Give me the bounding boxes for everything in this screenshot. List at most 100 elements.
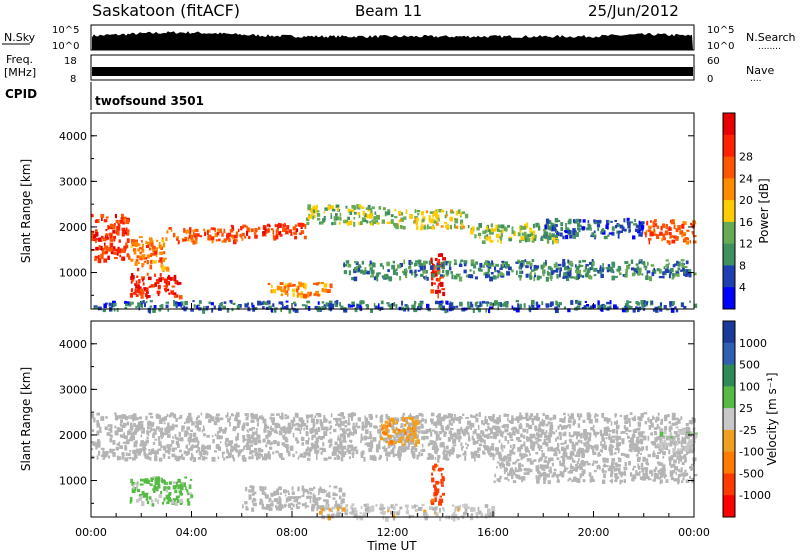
scatter-cell <box>530 413 534 417</box>
scatter-cell <box>176 236 179 240</box>
scatter-cell <box>227 232 232 237</box>
scatter-cell <box>108 302 112 307</box>
scatter-cell <box>316 506 318 512</box>
scatter-cell <box>380 414 384 418</box>
scatter-cell <box>164 416 167 421</box>
scatter-cell <box>381 426 384 431</box>
scatter-cell <box>323 499 327 502</box>
scatter-cell <box>588 472 592 477</box>
scatter-cell <box>597 304 601 309</box>
scatter-cell <box>154 438 157 441</box>
scatter-cell <box>496 466 498 469</box>
scatter-cell <box>642 477 645 480</box>
scatter-cell <box>371 509 374 512</box>
scatter-cell <box>481 300 486 304</box>
scatter-cell <box>406 446 410 450</box>
scatter-cell <box>549 235 552 240</box>
scatter-cell <box>143 289 147 292</box>
scatter-cell <box>112 246 116 250</box>
scatter-cell <box>594 415 596 419</box>
scatter-cell <box>249 452 253 455</box>
scatter-cell <box>227 454 231 459</box>
scatter-cell <box>351 204 356 209</box>
scatter-cell <box>534 274 536 278</box>
scatter-cell <box>610 469 614 473</box>
scatter-cell <box>267 440 270 443</box>
scatter-cell <box>190 308 194 312</box>
scatter-cell <box>677 440 681 444</box>
scatter-cell <box>543 472 546 476</box>
scatter-cell <box>597 431 600 435</box>
scatter-cell <box>381 219 385 224</box>
scatter-cell <box>130 430 132 435</box>
scatter-cell <box>158 448 162 451</box>
scatter-cell <box>659 446 663 449</box>
scatter-cell <box>224 427 228 430</box>
scatter-cell <box>588 261 593 265</box>
colorbar-segment <box>723 451 735 474</box>
scatter-cell <box>136 481 139 486</box>
scatter-cell <box>227 308 230 313</box>
scatter-cell <box>267 227 270 231</box>
scatter-cell <box>98 450 101 456</box>
scatter-cell <box>646 220 649 226</box>
scatter-cell <box>384 421 389 424</box>
scatter-cell <box>576 277 578 280</box>
scatter-cell <box>578 260 582 264</box>
scatter-cell <box>573 431 577 436</box>
scatter-cell <box>392 423 395 428</box>
scatter-cell <box>681 480 684 483</box>
scatter-cell <box>583 429 587 434</box>
scatter-cell <box>152 503 154 506</box>
scatter-cell <box>398 457 401 461</box>
scatter-cell <box>168 497 171 500</box>
scatter-cell <box>263 425 267 430</box>
scatter-cell <box>264 492 267 497</box>
scatter-cell <box>414 419 419 422</box>
scatter-cell <box>173 232 176 238</box>
scatter-cell <box>183 227 186 233</box>
scatter-cell <box>351 304 355 307</box>
scatter-cell <box>138 448 142 453</box>
scatter-cell <box>319 447 323 451</box>
scatter-cell <box>407 422 411 427</box>
scatter-cell <box>487 262 492 267</box>
scatter-cell <box>140 441 143 446</box>
scatter-cell <box>451 516 453 520</box>
scatter-cell <box>339 302 341 307</box>
scatter-cell <box>122 221 125 225</box>
scatter-cell <box>372 456 377 461</box>
scatter-cell <box>202 306 205 311</box>
scatter-cell <box>336 419 338 423</box>
scatter-cell <box>292 503 295 508</box>
scatter-cell <box>545 430 548 434</box>
scatter-cell <box>496 228 500 231</box>
scatter-cell <box>291 426 294 430</box>
scatter-cell <box>565 227 569 231</box>
scatter-cell <box>355 510 358 516</box>
scatter-cell <box>693 440 696 444</box>
scatter-cell <box>342 445 347 450</box>
scatter-cell <box>515 307 520 313</box>
scatter-cell <box>661 238 663 242</box>
scatter-cell <box>421 443 424 448</box>
scatter-cell <box>140 247 144 250</box>
scatter-cell <box>610 462 614 467</box>
scatter-cell <box>519 276 522 281</box>
scatter-cell <box>650 264 655 267</box>
scatter-cell <box>345 428 348 432</box>
scatter-cell <box>404 504 409 508</box>
scatter-cell <box>158 242 161 247</box>
scatter-cell <box>445 214 448 217</box>
y-tick-label: 1000 <box>59 267 87 280</box>
scatter-cell <box>172 498 176 503</box>
colorbar-tick-label: 500 <box>739 359 760 372</box>
scatter-cell <box>623 466 628 471</box>
scatter-cell <box>498 414 501 420</box>
scatter-cell <box>567 479 570 482</box>
colorbar-tick-label: -1000 <box>739 489 771 502</box>
scatter-cell <box>325 288 327 291</box>
scatter-cell <box>152 448 155 453</box>
scatter-cell <box>557 219 561 222</box>
scatter-cell <box>178 432 181 437</box>
